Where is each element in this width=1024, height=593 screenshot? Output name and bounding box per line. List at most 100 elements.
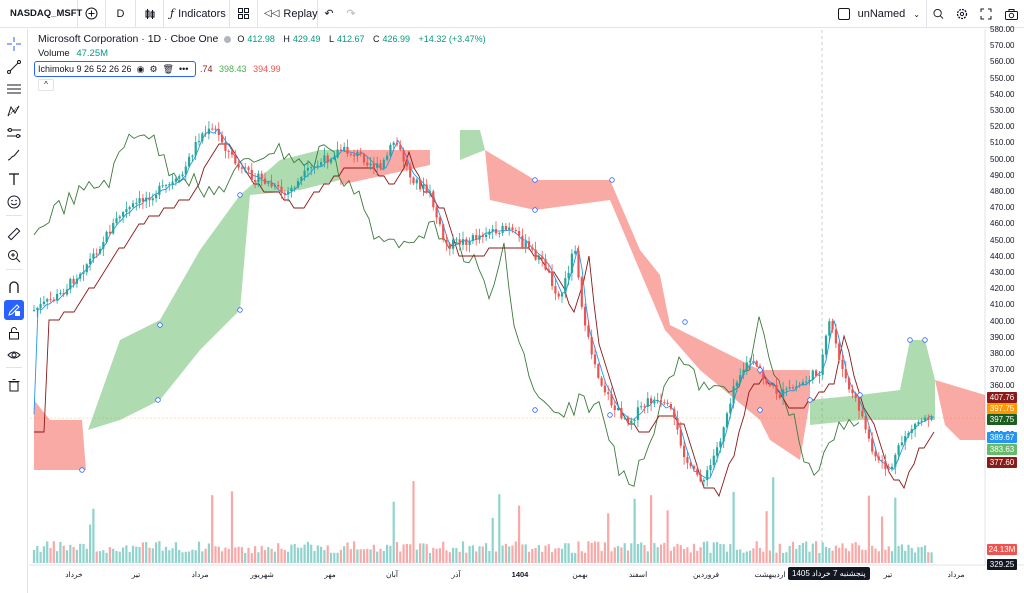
volume-bar [749, 550, 752, 563]
trash-icon[interactable]: 🗑 [162, 63, 174, 74]
indicators-button[interactable]: ƒ Indicators [164, 0, 230, 28]
drawing-handle[interactable] [607, 412, 613, 418]
compare-button[interactable] [78, 0, 106, 28]
price-tick: 540.00 [990, 89, 1015, 99]
interval-button[interactable]: D [106, 0, 136, 28]
volume-bar [267, 547, 270, 563]
drawing-handle[interactable] [907, 337, 913, 343]
fullscreen-button[interactable] [974, 0, 998, 28]
drawing-handle[interactable] [757, 367, 763, 373]
candle-body [650, 398, 653, 404]
candle-body [666, 402, 669, 404]
forecast-tool[interactable] [4, 123, 24, 143]
volume-bar [910, 547, 913, 563]
volume-bar [131, 545, 135, 563]
magnet-tool[interactable] [4, 277, 24, 297]
drawing-handle[interactable] [532, 407, 538, 413]
drawing-handle[interactable] [857, 392, 863, 398]
candle-body [745, 362, 748, 370]
candle-body [346, 146, 349, 154]
more-icon[interactable]: ••• [178, 64, 189, 74]
kijun-sen-line [34, 143, 935, 498]
drawing-handle[interactable] [609, 177, 615, 183]
candle-body [369, 163, 372, 166]
drawing-handle[interactable] [532, 207, 538, 213]
drawing-handle[interactable] [155, 397, 161, 403]
volume-bar [359, 549, 362, 563]
volume-bar [716, 541, 719, 563]
price-chart[interactable] [29, 29, 1024, 593]
ichimoku-legend[interactable]: Ichimoku 9 26 52 26 26 ◉ ⚙ 🗑 ••• [34, 61, 196, 77]
drawing-handle[interactable] [237, 307, 243, 313]
volume-bar [372, 544, 375, 563]
pattern-tool[interactable] [4, 101, 24, 121]
text-tool[interactable] [4, 169, 24, 189]
visibility-tool[interactable] [4, 345, 24, 365]
candle-body [485, 234, 488, 237]
layout-toggle[interactable]: unNamed ⌄ [832, 0, 926, 28]
candle-body [778, 393, 781, 398]
volume-bar [844, 548, 847, 563]
legend-collapse-button[interactable]: ^ [38, 79, 54, 91]
fib-tool[interactable] [4, 79, 24, 99]
candle-body [518, 231, 521, 236]
replay-button[interactable]: ◁◁ Replay [258, 0, 318, 28]
candle-body [679, 429, 682, 446]
drawing-handle[interactable] [532, 177, 538, 183]
candle-body [560, 293, 564, 297]
drawing-handle[interactable] [922, 337, 928, 343]
screenshot-button[interactable] [998, 0, 1024, 28]
candle-body [818, 374, 821, 376]
settings-button[interactable] [950, 0, 974, 28]
volume-bar [227, 548, 230, 563]
volume-bar [102, 550, 105, 563]
quick-search-button[interactable] [926, 0, 950, 28]
crosshair-tool[interactable] [4, 34, 24, 54]
drawing-handle[interactable] [157, 322, 163, 328]
volume-bar [603, 542, 606, 563]
measure-tool[interactable] [4, 224, 24, 244]
drawing-handle[interactable] [79, 467, 85, 473]
trendline-tool[interactable] [4, 57, 24, 77]
volume-bar [128, 552, 131, 563]
candle-body [214, 128, 217, 130]
candle-body [788, 387, 791, 389]
drawing-handle[interactable] [682, 319, 688, 325]
eye-icon[interactable]: ◉ [136, 63, 145, 74]
volume-bar [577, 541, 580, 563]
price-tick: 400.00 [990, 316, 1015, 326]
candle-body [402, 149, 405, 162]
volume-bar [92, 508, 95, 563]
volume-bar [857, 545, 861, 563]
cloud-segment [810, 340, 935, 425]
volume-bar [851, 543, 854, 563]
time-tick: آبان [386, 570, 398, 579]
zoom-tool[interactable] [4, 246, 24, 266]
redo-button[interactable]: ↷ [340, 0, 362, 28]
stay-drawing-tool[interactable] [4, 300, 24, 320]
candle-body [864, 416, 867, 430]
drawing-handle[interactable] [807, 397, 813, 403]
symbol-search[interactable]: NASDAQ_MSFT [0, 0, 82, 28]
undo-button[interactable]: ↶ [318, 0, 340, 28]
volume-bar [838, 547, 841, 563]
volume-bar [805, 541, 808, 563]
gear-icon[interactable]: ⚙ [149, 63, 158, 74]
drawing-handle[interactable] [237, 192, 243, 198]
volume-bar [798, 544, 801, 563]
lock-tool[interactable] [4, 323, 24, 343]
candle-body [739, 375, 742, 383]
volume-bar [303, 544, 306, 563]
emoji-tool[interactable] [4, 192, 24, 212]
pattern-icon [7, 105, 20, 117]
volume-bar [98, 551, 102, 563]
volume-bar [551, 552, 554, 563]
brush-tool[interactable] [4, 145, 24, 165]
remove-drawings-tool[interactable] [4, 375, 24, 395]
drawing-handle[interactable] [757, 407, 763, 413]
chart-type-button[interactable] [136, 0, 164, 28]
volume-bar [887, 546, 890, 563]
candle-body [303, 170, 306, 177]
candle-body [640, 406, 643, 408]
templates-button[interactable] [230, 0, 258, 28]
